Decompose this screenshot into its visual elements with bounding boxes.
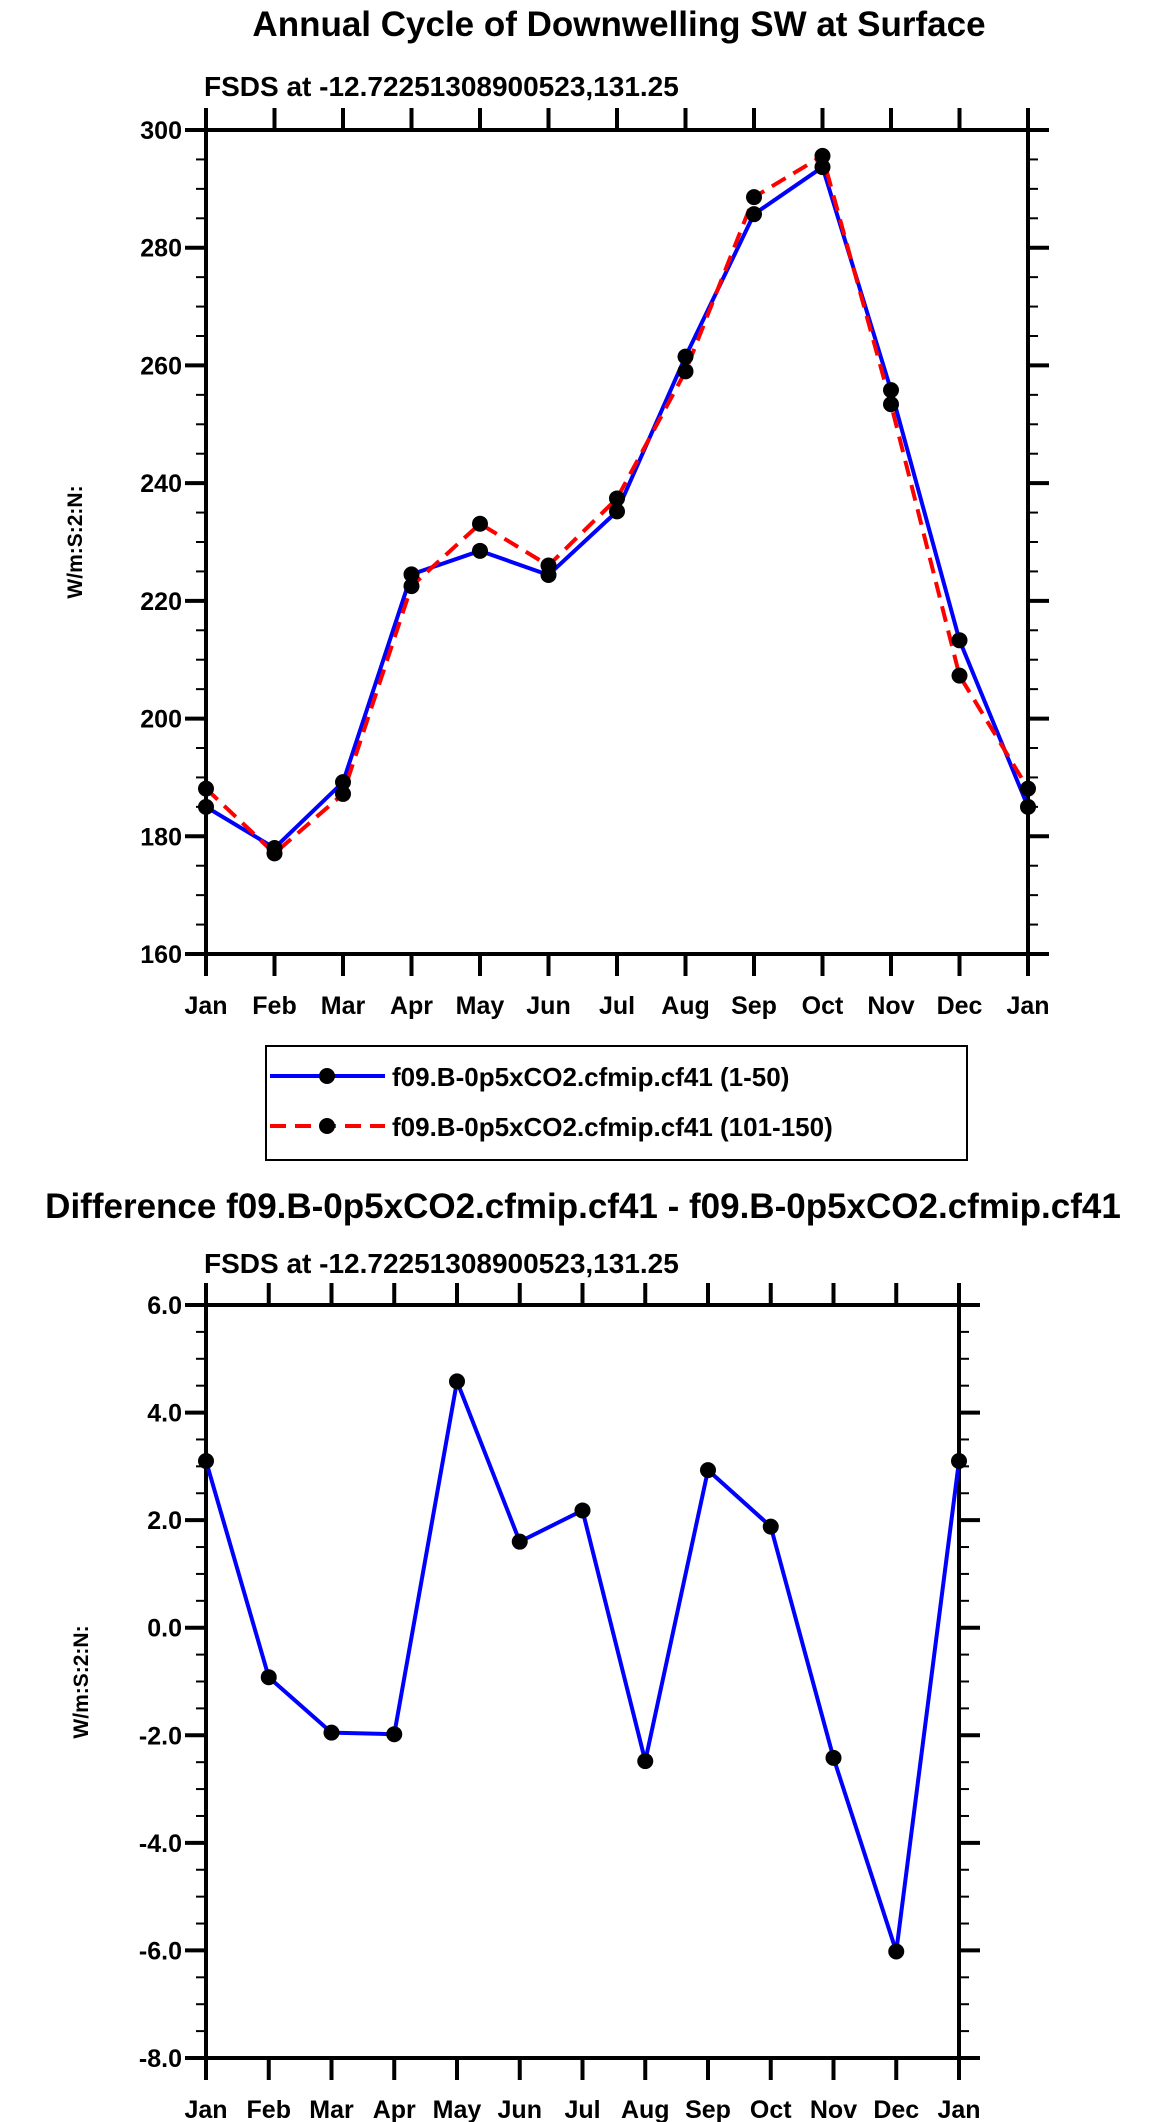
- plot-frame: [204, 1303, 961, 2060]
- x-tick-label: Aug: [621, 2096, 670, 2122]
- x-tick-label: Jul: [599, 992, 635, 1020]
- x-tick-label: Aug: [661, 992, 710, 1020]
- x-tick-label: May: [433, 2096, 482, 2122]
- data-point: [386, 1726, 403, 1743]
- plot-frame: [204, 128, 1030, 956]
- data-point: [540, 557, 557, 574]
- legend-label-2: f09.B-0p5xCO2.cfmip.cf41 (101-150): [392, 1112, 833, 1142]
- data-point: [335, 774, 351, 791]
- data-point: [198, 798, 214, 815]
- data-point: [825, 1749, 842, 1766]
- x-tick-label: Sep: [731, 992, 777, 1020]
- data-point: [746, 189, 762, 206]
- x-tick-label: Apr: [373, 2096, 416, 2122]
- x-tick-label: Jun: [526, 992, 570, 1020]
- legend: f09.B-0p5xCO2.cfmip.cf41 (1-50) f09.B-0p…: [265, 1045, 968, 1161]
- x-tick-label: Apr: [390, 992, 433, 1020]
- x-tick-label: Oct: [750, 2096, 792, 2122]
- data-point: [472, 515, 488, 532]
- x-tick-label: Nov: [867, 992, 914, 1020]
- x-tick-label: Jul: [564, 2096, 600, 2122]
- y-tick-label: 280: [140, 235, 182, 263]
- data-point: [198, 1452, 214, 1469]
- legend-marker-1: [319, 1068, 335, 1084]
- data-point: [888, 1943, 905, 1960]
- x-tick-label: Jun: [498, 2096, 542, 2122]
- chart-title: Annual Cycle of Downwelling SW at Surfac…: [252, 5, 985, 44]
- data-point: [951, 632, 968, 649]
- y-tick-label: 180: [140, 823, 182, 851]
- x-tick-label: Jan: [184, 2096, 227, 2122]
- chart-title: Difference f09.B-0p5xCO2.cfmip.cf41 - f0…: [45, 1187, 1121, 1226]
- series-line: [204, 1379, 961, 1954]
- data-point: [951, 1452, 967, 1469]
- data-point: [449, 1373, 465, 1390]
- x-tick-label: Mar: [321, 992, 366, 1020]
- legend-label-1: f09.B-0p5xCO2.cfmip.cf41 (1-50): [392, 1062, 789, 1092]
- y-axis-label: W/m:S:2:N:: [70, 1625, 93, 1738]
- data-point: [511, 1533, 528, 1550]
- x-tick-label: Dec: [937, 992, 983, 1020]
- y-tick-label: 160: [140, 941, 182, 969]
- data-point: [574, 1502, 591, 1519]
- data-point: [677, 348, 694, 365]
- data-point: [762, 1518, 779, 1535]
- y-tick-label: -8.0: [139, 2045, 182, 2073]
- data-point: [472, 542, 488, 559]
- x-tick-label: Sep: [685, 2096, 731, 2122]
- data-point: [266, 845, 283, 862]
- x-tick-label: Jan: [937, 2096, 980, 2122]
- legend-marker-2: [319, 1118, 335, 1134]
- x-tick-label: Mar: [309, 2096, 354, 2122]
- chart-subtitle: FSDS at -12.72251308900523,131.25: [204, 71, 679, 102]
- data-point: [198, 780, 214, 797]
- y-tick-label: 6.0: [147, 1292, 182, 1320]
- x-tick-label: May: [456, 992, 505, 1020]
- x-tick-label: Feb: [247, 2096, 291, 2122]
- y-axis-label: W/m:S:2:N:: [64, 485, 87, 598]
- x-tick-label: Feb: [252, 992, 296, 1020]
- difference-chart: Difference f09.B-0p5xCO2.cfmip.cf41 - f0…: [45, 1187, 1121, 2122]
- data-point: [323, 1724, 340, 1741]
- y-tick-label: 200: [140, 706, 182, 734]
- data-point: [1020, 798, 1036, 815]
- data-point: [677, 363, 694, 380]
- y-tick-label: 240: [140, 470, 182, 498]
- data-point: [746, 206, 762, 223]
- y-tick-label: 220: [140, 588, 182, 616]
- data-point: [883, 396, 899, 413]
- x-tick-label: Jan: [1006, 992, 1049, 1020]
- y-tick-label: -4.0: [139, 1830, 182, 1858]
- data-point: [814, 147, 831, 164]
- x-tick-label: Jan: [184, 992, 227, 1020]
- data-point: [403, 578, 420, 595]
- y-tick-label: 2.0: [147, 1507, 182, 1535]
- x-tick-label: Nov: [810, 2096, 857, 2122]
- y-tick-label: -6.0: [139, 1937, 182, 1965]
- y-tick-label: 4.0: [147, 1400, 182, 1428]
- data-point: [1020, 780, 1036, 797]
- legend-box: [265, 1045, 968, 1161]
- data-point: [637, 1753, 654, 1770]
- y-tick-label: -2.0: [139, 1722, 182, 1750]
- data-point: [609, 490, 625, 507]
- chart-subtitle: FSDS at -12.72251308900523,131.25: [204, 1248, 679, 1279]
- data-point: [951, 667, 968, 684]
- data-point: [403, 566, 420, 583]
- y-tick-label: 300: [140, 117, 182, 145]
- data-point: [700, 1462, 716, 1479]
- data-point: [883, 382, 899, 399]
- y-tick-label: 0.0: [147, 1615, 182, 1643]
- x-tick-label: Dec: [873, 2096, 919, 2122]
- x-tick-label: Oct: [802, 992, 844, 1020]
- data-point: [335, 785, 351, 802]
- data-point: [260, 1669, 277, 1686]
- annual-cycle-chart: Annual Cycle of Downwelling SW at Surfac…: [64, 5, 1050, 1020]
- y-tick-label: 260: [140, 352, 182, 380]
- data-point: [814, 159, 831, 176]
- data-point: [609, 503, 625, 520]
